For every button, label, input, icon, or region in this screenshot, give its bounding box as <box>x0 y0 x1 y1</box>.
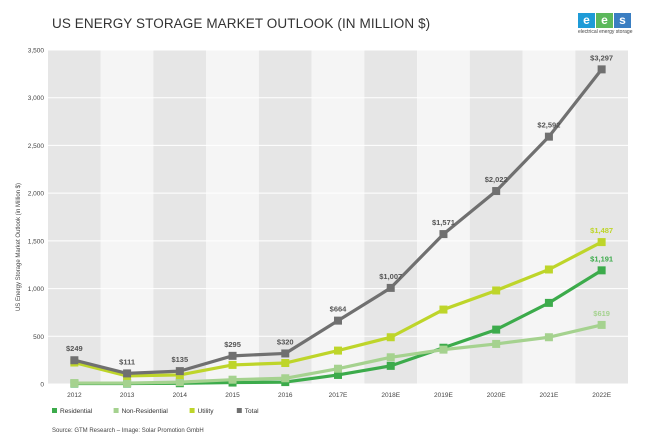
data-label: $664 <box>330 305 348 314</box>
data-point <box>544 298 553 307</box>
data-point <box>492 286 501 295</box>
data-point <box>70 379 79 388</box>
data-point <box>439 305 448 314</box>
x-tick-label: 2020E <box>487 392 506 399</box>
data-label: $619 <box>593 309 610 318</box>
y-tick-label: 2,000 <box>28 191 45 198</box>
data-point <box>123 379 132 388</box>
logo-subtitle: electrical energy storage <box>578 29 633 35</box>
legend-entry: Non-Residential <box>122 408 169 415</box>
data-point <box>386 361 395 370</box>
data-point <box>70 356 79 365</box>
data-point <box>439 230 448 239</box>
x-tick-label: 2016 <box>278 392 293 399</box>
x-tick-label: 2019E <box>434 392 453 399</box>
column-band <box>575 50 628 384</box>
data-point <box>386 283 395 292</box>
x-tick-label: 2015 <box>225 392 240 399</box>
x-tick-label: 2018E <box>381 392 400 399</box>
data-label: $249 <box>66 344 83 353</box>
x-tick-label: 2017E <box>329 392 348 399</box>
column-band <box>311 50 365 384</box>
data-point <box>334 370 342 379</box>
column-band <box>522 50 576 384</box>
data-point <box>281 359 290 368</box>
legend-swatch <box>236 408 242 413</box>
column-band <box>206 50 259 384</box>
legend-entry: Total <box>245 408 259 415</box>
data-point <box>492 187 501 196</box>
data-point <box>492 339 501 348</box>
data-point <box>123 369 132 378</box>
y-tick-label: 2,500 <box>28 143 45 150</box>
column-band <box>153 50 207 384</box>
data-label: $111 <box>119 357 135 366</box>
data-point <box>334 364 342 373</box>
x-tick-label: 2021E <box>540 392 559 399</box>
data-label: $135 <box>171 355 188 364</box>
x-tick-label: 2012 <box>67 392 82 399</box>
y-tick-label: 500 <box>33 334 44 341</box>
data-point <box>175 367 184 376</box>
column-band <box>469 50 523 384</box>
y-tick-label: 3,500 <box>28 48 45 55</box>
data-point <box>228 375 237 384</box>
data-point <box>228 351 237 360</box>
data-label: $1,571 <box>432 218 455 227</box>
chart-title: US ENERGY STORAGE MARKET OUTLOOK (IN MIL… <box>52 16 431 31</box>
data-point <box>597 320 606 329</box>
column-band <box>417 50 470 384</box>
data-point <box>281 349 290 358</box>
data-point <box>544 265 553 274</box>
column-band <box>258 50 312 384</box>
legend-swatch <box>113 408 119 413</box>
source-note: Source: GTM Research – Image: Solar Prom… <box>52 428 204 434</box>
data-point <box>228 360 237 369</box>
data-label: $1,007 <box>379 272 402 281</box>
legend-swatch <box>52 408 57 413</box>
data-point <box>439 345 448 354</box>
data-point <box>492 325 501 334</box>
y-tick-label: 0 <box>40 382 44 389</box>
data-label: $1,487 <box>590 226 613 235</box>
y-axis-label: US Energy Storage Market Outlook (in Mil… <box>16 183 22 311</box>
data-point <box>281 374 290 383</box>
x-tick-label: 2013 <box>120 392 135 399</box>
legend-entry: Utility <box>198 408 215 415</box>
data-point <box>386 333 395 342</box>
x-tick-label: 2022E <box>592 392 611 399</box>
legend-entry: Residential <box>60 408 93 415</box>
data-point <box>544 132 553 141</box>
y-tick-label: 1,500 <box>28 238 45 245</box>
data-label: $320 <box>277 337 294 346</box>
column-band <box>48 50 101 384</box>
data-point <box>386 353 395 362</box>
data-point <box>597 238 606 247</box>
y-tick-label: 1,000 <box>28 286 45 293</box>
data-point <box>334 316 342 325</box>
data-label: $1,191 <box>590 254 613 263</box>
data-point <box>597 266 606 275</box>
data-point <box>175 378 184 387</box>
y-tick-label: 3,000 <box>28 95 45 102</box>
x-tick-label: 2014 <box>173 392 188 399</box>
column-band <box>100 50 154 384</box>
data-point <box>544 333 553 342</box>
data-label: $3,297 <box>590 53 613 62</box>
data-point <box>334 346 342 355</box>
data-label: $295 <box>224 340 241 349</box>
legend-swatch <box>189 408 195 413</box>
data-label: $2,022 <box>485 175 508 184</box>
data-label: $2,592 <box>537 121 560 130</box>
data-point <box>597 65 606 74</box>
